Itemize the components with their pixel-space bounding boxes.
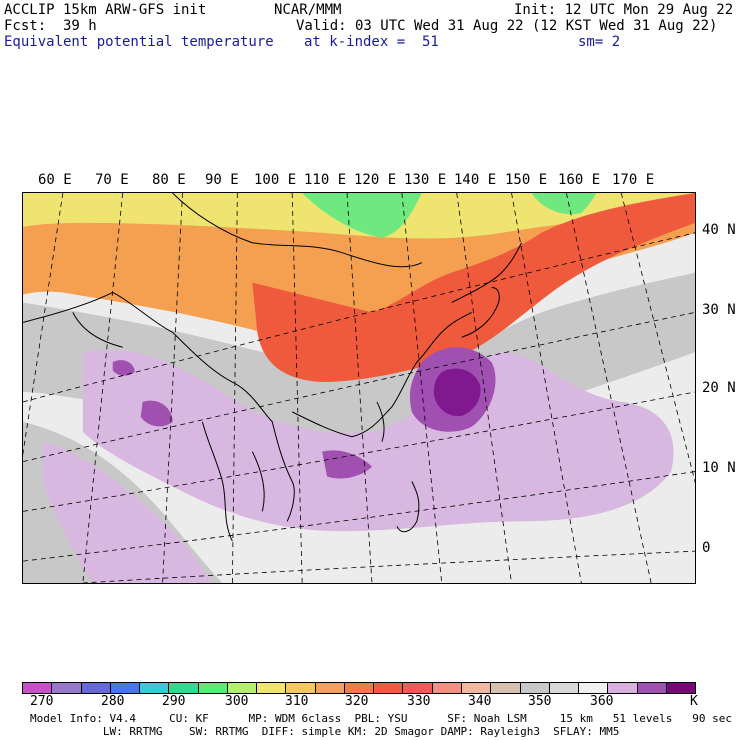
colorbar-swatch (460, 683, 491, 693)
lon-label: 90 E (205, 172, 239, 188)
colorbar (22, 682, 696, 694)
lon-label: 170 E (612, 172, 655, 188)
lon-label: 60 E (38, 172, 72, 188)
green-field (302, 193, 422, 238)
map-grid (23, 193, 695, 583)
valid-time: Valid: 03 UTC Wed 31 Aug 22 (12 KST Wed … (296, 18, 718, 34)
colorbar-label: 290 (162, 694, 186, 709)
colorbar-label: 320 (345, 694, 369, 709)
lon-label: 160 E (558, 172, 601, 188)
model-info-line1: Model Info: V4.4 CU: KF MP: WDM 6class P… (30, 712, 732, 725)
light-purple-field (82, 349, 674, 532)
init-time: Init: 12 UTC Mon 29 Aug 22 (514, 2, 734, 18)
colorbar-swatch (109, 683, 140, 693)
colorbar-swatch (343, 683, 374, 693)
lon-label: 130 E (404, 172, 447, 188)
coastlines (23, 193, 522, 542)
forecast-hour: Fcst: 39 h (4, 18, 97, 34)
lon-label: 120 E (354, 172, 397, 188)
colorbar-swatch (548, 683, 579, 693)
level-index: at k-index = 51 (304, 34, 439, 50)
variable-name: Equivalent potential temperature (4, 34, 274, 50)
colorbar-swatch (519, 683, 549, 693)
model-title: ACCLIP 15km ARW-GFS init (4, 2, 207, 18)
lat-label: 0 (702, 540, 711, 556)
colorbar-swatch (373, 683, 403, 693)
colorbar-swatch (314, 683, 344, 693)
colorbar-label: 340 (468, 694, 492, 709)
model-info-line2: LW: RRTMG SW: RRTMG DIFF: simple KM: 2D … (30, 725, 620, 738)
colorbar-swatch (431, 683, 461, 693)
colorbar-swatch (197, 683, 227, 693)
org-label: NCAR/MMM (274, 2, 342, 18)
colorbar-swatch (578, 683, 608, 693)
colorbar-label: 330 (407, 694, 431, 709)
lat-label: 30 N (702, 302, 736, 318)
lat-label: 10 N (702, 460, 736, 476)
colorbar-swatch (665, 683, 696, 693)
lon-label: 70 E (95, 172, 129, 188)
colorbar-label: 280 (101, 694, 125, 709)
colorbar-label: 270 (30, 694, 54, 709)
colorbar-swatch (51, 683, 81, 693)
lat-label: 20 N (702, 380, 736, 396)
colorbar-swatch (80, 683, 110, 693)
colorbar-swatch (402, 683, 432, 693)
lon-label: 110 E (304, 172, 347, 188)
lon-label: 140 E (454, 172, 497, 188)
colorbar-label: 300 (225, 694, 249, 709)
colorbar-swatch (636, 683, 666, 693)
orange-field (23, 193, 695, 347)
colorbar-label: 310 (285, 694, 309, 709)
colorbar-swatch (256, 683, 286, 693)
lon-label: 100 E (254, 172, 297, 188)
colorbar-swatch (607, 683, 637, 693)
smoothing-label: sm= 2 (578, 34, 621, 50)
red-field (252, 193, 695, 383)
lon-label: 80 E (152, 172, 186, 188)
colorbar-label: 360 (590, 694, 614, 709)
colorbar-swatch (226, 683, 257, 693)
colorbar-swatch (139, 683, 169, 693)
lat-label: 40 N (702, 222, 736, 238)
colorbar-swatch (285, 683, 315, 693)
colorbar-label: 350 (528, 694, 552, 709)
colorbar-swatch (490, 683, 520, 693)
colorbar-swatch (168, 683, 198, 693)
lon-label: 150 E (505, 172, 548, 188)
colorbar-unit: K (690, 694, 698, 709)
theta-e-map (22, 192, 696, 584)
colorbar-swatch (23, 683, 52, 693)
